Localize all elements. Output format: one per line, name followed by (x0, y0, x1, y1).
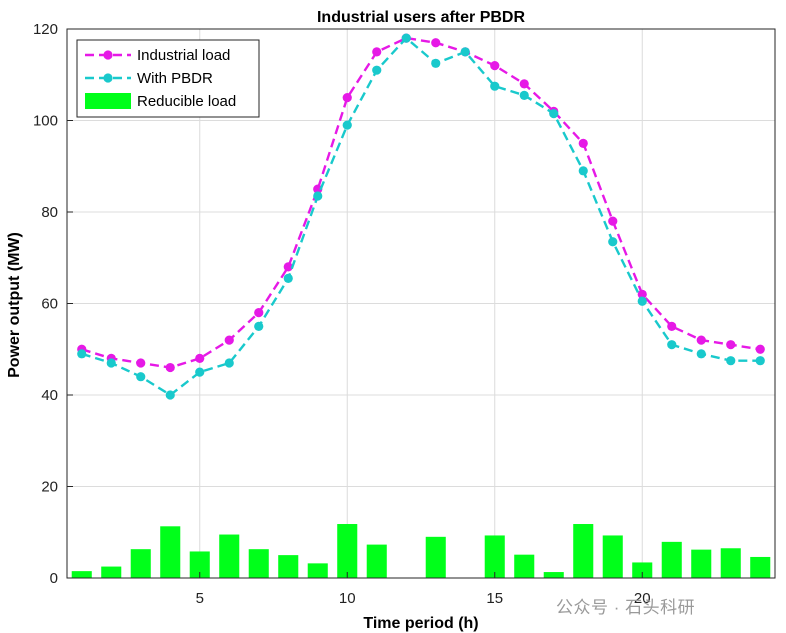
bar-reducible-load (691, 549, 712, 578)
bar-reducible-load (720, 548, 741, 578)
point-industrial-load (755, 344, 765, 354)
y-tick-label: 100 (33, 113, 58, 130)
line-industrial-load (81, 36, 761, 369)
bar-reducible-load (750, 556, 771, 578)
bar-reducible-load (573, 524, 594, 578)
bar-reducible-load (425, 536, 446, 578)
x-axis-label: Time period (h) (363, 615, 478, 632)
y-tick-label: 20 (41, 479, 58, 496)
point-industrial-load (136, 358, 146, 368)
point-with-pbdr (667, 340, 677, 350)
legend-label: With PBDR (137, 70, 213, 87)
y-tick-label: 40 (41, 387, 58, 404)
x-tick-label: 5 (196, 590, 204, 607)
load-lines (77, 33, 765, 400)
bar-reducible-load (661, 541, 682, 578)
y-tick-label: 60 (41, 296, 58, 313)
x-tick-label: 10 (339, 590, 356, 607)
bar-reducible-load (278, 555, 299, 578)
bar-reducible-load (337, 524, 358, 578)
point-with-pbdr (696, 349, 706, 359)
point-with-pbdr (519, 90, 529, 100)
point-industrial-load (313, 184, 323, 194)
point-with-pbdr (608, 237, 618, 247)
point-industrial-load (342, 93, 352, 103)
point-with-pbdr (490, 81, 500, 91)
legend-marker (103, 73, 113, 83)
chart-title: Industrial users after PBDR (317, 9, 526, 26)
legend-swatch (85, 93, 131, 109)
y-tick-label: 120 (33, 21, 58, 38)
point-industrial-load (608, 216, 618, 226)
point-with-pbdr (195, 367, 205, 377)
y-axis-label: Power output (MW) (6, 232, 23, 378)
point-industrial-load (195, 353, 205, 363)
point-with-pbdr (106, 358, 116, 368)
point-industrial-load (224, 335, 234, 345)
reducible-load-bars (71, 524, 771, 578)
bar-reducible-load (160, 526, 181, 578)
point-with-pbdr (313, 191, 323, 201)
point-with-pbdr (578, 166, 588, 176)
point-with-pbdr (283, 273, 293, 283)
point-industrial-load (578, 138, 588, 148)
point-with-pbdr (224, 358, 234, 368)
point-with-pbdr (755, 356, 765, 366)
bar-reducible-load (366, 544, 387, 578)
point-with-pbdr (637, 296, 647, 306)
legend: Industrial load With PBDR Reducible load (76, 39, 260, 118)
bar-reducible-load (189, 551, 210, 578)
bar-reducible-load (514, 554, 535, 578)
legend-label: Industrial load (137, 47, 230, 64)
point-industrial-load (519, 79, 529, 89)
point-industrial-load (431, 38, 441, 48)
point-industrial-load (283, 262, 293, 272)
legend-label: Reducible load (137, 93, 236, 110)
point-with-pbdr (726, 356, 736, 366)
legend-marker (103, 50, 113, 60)
y-tick-label: 80 (41, 204, 58, 221)
bar-reducible-load (71, 571, 92, 578)
point-industrial-load (490, 61, 500, 71)
point-with-pbdr (372, 65, 382, 75)
point-with-pbdr (549, 109, 559, 119)
y-tick-label: 0 (50, 570, 58, 587)
point-with-pbdr (342, 120, 352, 130)
point-industrial-load (696, 335, 706, 345)
point-industrial-load (637, 289, 647, 299)
point-industrial-load (165, 362, 175, 373)
line-with-pbdr (81, 36, 761, 397)
x-tick-label: 20 (634, 590, 651, 607)
point-with-pbdr (401, 33, 411, 43)
watermark: 公众号 · 石头科研 (556, 593, 695, 618)
bar-reducible-load (543, 572, 564, 578)
point-with-pbdr (431, 58, 441, 68)
point-industrial-load (667, 321, 677, 331)
point-with-pbdr (460, 47, 470, 57)
bar-reducible-load (632, 562, 653, 578)
point-with-pbdr (165, 390, 175, 400)
point-industrial-load (254, 308, 264, 318)
bar-reducible-load (307, 563, 328, 578)
point-with-pbdr (254, 321, 264, 331)
point-industrial-load (726, 340, 736, 350)
axis-ticks: 5 10 15 20 0 20 40 60 80 100 120 (33, 21, 651, 607)
point-with-pbdr (77, 349, 87, 359)
point-with-pbdr (136, 372, 146, 382)
bar-reducible-load (248, 549, 269, 578)
point-industrial-load (372, 47, 382, 57)
watermark-text: 公众号 · 石头科研 (556, 598, 696, 617)
bar-reducible-load (602, 535, 623, 578)
bar-reducible-load (219, 534, 240, 578)
bar-reducible-load (130, 549, 151, 578)
bar-reducible-load (101, 566, 122, 578)
x-tick-label: 15 (486, 590, 503, 607)
bar-reducible-load (484, 535, 505, 578)
